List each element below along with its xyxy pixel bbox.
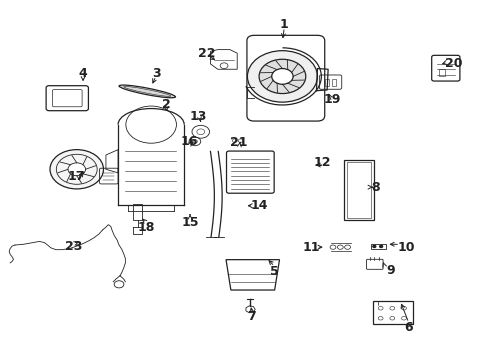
Text: 20: 20	[444, 57, 461, 71]
Bar	[331, 79, 335, 86]
Ellipse shape	[119, 85, 175, 98]
Text: 9: 9	[385, 264, 394, 276]
Circle shape	[271, 68, 292, 84]
Text: 6: 6	[404, 321, 412, 334]
Bar	[325, 79, 328, 86]
Bar	[438, 69, 444, 76]
Bar	[346, 162, 371, 218]
Text: 5: 5	[270, 265, 279, 278]
Circle shape	[259, 59, 305, 94]
Circle shape	[372, 246, 375, 248]
Text: 10: 10	[396, 240, 414, 254]
Text: 13: 13	[189, 110, 206, 123]
Bar	[344, 160, 373, 220]
Text: 14: 14	[250, 199, 267, 212]
Text: 4: 4	[79, 67, 87, 80]
Circle shape	[68, 163, 85, 176]
Circle shape	[247, 51, 317, 102]
Text: 19: 19	[323, 93, 340, 106]
Text: 23: 23	[64, 240, 82, 253]
Bar	[372, 301, 412, 324]
Text: 1: 1	[280, 18, 288, 31]
Text: 3: 3	[151, 67, 160, 80]
Text: 18: 18	[137, 221, 155, 234]
Text: 12: 12	[313, 156, 330, 169]
Text: 2: 2	[162, 99, 171, 112]
Text: 16: 16	[181, 135, 198, 148]
Text: 7: 7	[247, 310, 256, 323]
Bar	[370, 244, 385, 249]
Circle shape	[379, 246, 382, 248]
Text: 17: 17	[68, 170, 85, 183]
Text: 15: 15	[181, 216, 199, 229]
Text: 21: 21	[229, 136, 247, 149]
Text: 8: 8	[371, 181, 379, 194]
Text: 11: 11	[302, 240, 319, 254]
Circle shape	[50, 150, 103, 189]
Text: 22: 22	[198, 47, 215, 60]
Bar	[132, 204, 142, 220]
